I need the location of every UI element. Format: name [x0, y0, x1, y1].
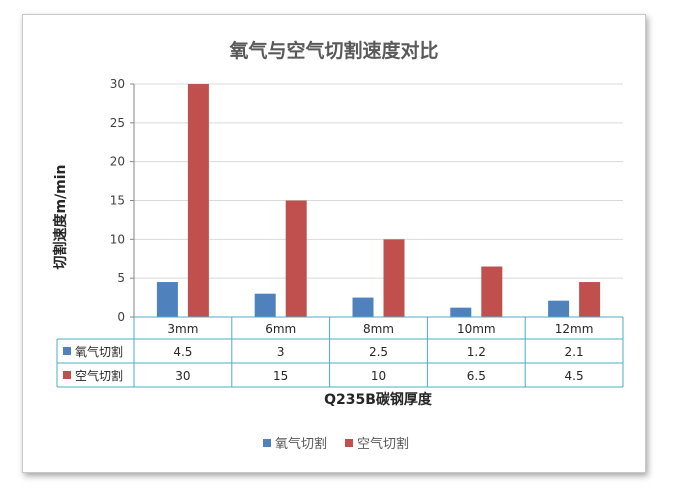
bar-air-6mm	[285, 200, 307, 317]
bar-oxygen-3mm	[156, 282, 178, 317]
bars	[156, 84, 601, 317]
table-value-cell: 2.1	[565, 345, 584, 359]
table-value-cell: 10	[371, 369, 386, 383]
bar-air-12mm	[579, 282, 601, 317]
bar-air-8mm	[383, 239, 405, 317]
table-legend-key-swatch	[63, 371, 71, 379]
y-tick-label: 30	[110, 77, 125, 91]
table-value-cell: 2.5	[369, 345, 388, 359]
chart-svg: 氧气与空气切割速度对比 切割速度m/min 0 5 10 15 20 25 30 3mm 6m…	[52, 39, 624, 452]
table-legend-key-swatch	[63, 347, 71, 355]
y-axis-title: 切割速度m/min	[52, 164, 69, 269]
chart-frame: 氧气与空气切割速度对比 切割速度m/min 0 5 10 15 20 25 30 3mm 6m…	[22, 14, 646, 473]
gridlines	[134, 83, 623, 279]
y-axis-ticks: 0 5 10 15 20 25 30	[110, 77, 135, 324]
y-tick-label: 20	[110, 155, 125, 169]
bar-air-3mm	[187, 84, 209, 317]
table-value-cell: 4.5	[173, 345, 192, 359]
chart-title: 氧气与空气切割速度对比	[229, 39, 438, 62]
bar-air-10mm	[481, 266, 503, 317]
table-value-cell: 30	[175, 369, 190, 383]
table-value-cell: 6.5	[467, 369, 486, 383]
bar-oxygen-10mm	[450, 307, 472, 317]
legend-label: 氧气切割	[275, 436, 327, 452]
bar-oxygen-8mm	[352, 297, 374, 317]
bar-oxygen-6mm	[254, 293, 276, 317]
legend: 氧气切割 空气切割	[263, 436, 409, 452]
y-tick-label: 10	[110, 232, 125, 246]
y-tick-label: 0	[117, 310, 125, 324]
data-table: 3mm 6mm 8mm 10mm 12mm 氧气切割 4.5 3 2.5 1.2 2.1 空气切割 30…	[56, 316, 624, 388]
table-series-name: 氧气切割	[75, 344, 123, 359]
table-value-cell: 4.5	[565, 369, 584, 383]
legend-swatch	[263, 439, 271, 447]
table-value-cell: 15	[273, 369, 288, 383]
table-value-cell: 3	[277, 345, 285, 359]
category-label: 8mm	[363, 322, 394, 336]
legend-label: 空气切割	[357, 436, 409, 452]
y-tick-label: 25	[110, 116, 125, 130]
table-series-name: 空气切割	[75, 368, 123, 383]
x-axis-title: Q235B碳钢厚度	[324, 391, 433, 408]
bar-oxygen-12mm	[548, 300, 570, 317]
y-tick-label: 5	[117, 271, 125, 285]
category-label: 6mm	[265, 322, 296, 336]
y-tick-label: 15	[110, 194, 125, 208]
legend-swatch	[345, 439, 353, 447]
category-label: 3mm	[167, 322, 198, 336]
category-label: 12mm	[555, 322, 594, 336]
category-label: 10mm	[457, 322, 496, 336]
table-value-cell: 1.2	[467, 345, 486, 359]
